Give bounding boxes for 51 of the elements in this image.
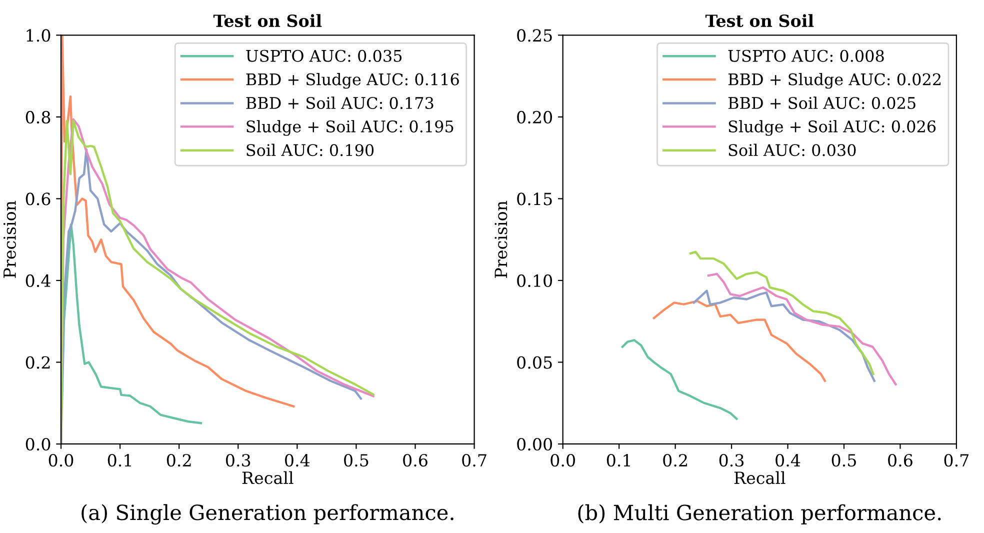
line-series xyxy=(692,290,876,382)
legend-label: BBD + Soil AUC: 0.173 xyxy=(246,96,434,110)
legend-label: BBD + Sludge AUC: 0.022 xyxy=(728,72,941,89)
y-tick-label: 0.00 xyxy=(517,438,552,451)
y-tick-label: 1.0 xyxy=(26,29,50,42)
x-tick-label: 0.7 xyxy=(462,454,486,467)
chart-title: Test on Soil xyxy=(705,14,814,28)
x-tick-label: 0.2 xyxy=(663,454,687,467)
x-tick-label: 0.1 xyxy=(606,454,630,467)
y-tick-label: 0.05 xyxy=(517,356,552,369)
text: (b) Multi Generation performance. xyxy=(578,504,941,524)
legend-label: Sludge + Soil AUC: 0.195 xyxy=(246,120,454,136)
y-axis-title: Precision xyxy=(494,200,508,278)
y-tick-label: 0.8 xyxy=(26,110,50,124)
line-series xyxy=(652,300,826,382)
legend-label: Sludge + Soil AUC: 0.026 xyxy=(728,120,936,136)
y-tick-label: 0.0 xyxy=(26,438,50,451)
y-tick-label: 0.25 xyxy=(517,29,552,42)
text: (a) Single Generation performance. xyxy=(82,504,454,525)
x-tick-label: 0.0 xyxy=(550,454,575,467)
legend-label: USPTO AUC: 0.008 xyxy=(728,50,884,62)
x-axis-title: Recall xyxy=(242,471,294,484)
legend-label: BBD + Sludge AUC: 0.116 xyxy=(246,72,459,89)
y-tick-label: 0.4 xyxy=(26,274,50,288)
y-tick-label: 0.20 xyxy=(517,110,552,124)
x-tick-label: 0.0 xyxy=(48,454,74,467)
y-tick-label: 0.10 xyxy=(517,274,552,288)
x-tick-label: 0.6 xyxy=(403,454,428,467)
x-tick-label: 0.2 xyxy=(166,454,191,467)
y-tick-label: 0.6 xyxy=(26,192,50,206)
x-tick-label: 0.6 xyxy=(888,454,912,467)
line-series xyxy=(689,250,874,376)
x-tick-label: 0.4 xyxy=(776,454,800,467)
y-tick-label: 0.15 xyxy=(517,192,552,206)
legend-label: Soil AUC: 0.190 xyxy=(246,144,374,156)
x-tick-label: 0.5 xyxy=(832,454,856,467)
line-series xyxy=(707,272,897,386)
chart-title: Test on Soil xyxy=(213,14,322,28)
legend-label: BBD + Soil AUC: 0.025 xyxy=(728,96,916,110)
x-tick-label: 0.4 xyxy=(285,454,310,467)
y-axis-title: Precision xyxy=(3,200,16,278)
legend-label: Soil AUC: 0.030 xyxy=(728,144,856,156)
x-tick-label: 0.1 xyxy=(108,454,131,467)
y-tick-label: 0.2 xyxy=(26,356,50,369)
x-tick-label: 0.3 xyxy=(226,454,250,467)
line-series xyxy=(621,339,738,420)
x-tick-label: 0.5 xyxy=(344,454,368,467)
x-tick-label: 0.3 xyxy=(719,454,744,467)
x-axis-title: Recall xyxy=(734,471,786,484)
x-tick-label: 0.7 xyxy=(944,454,968,467)
legend-label: USPTO AUC: 0.035 xyxy=(246,50,402,62)
